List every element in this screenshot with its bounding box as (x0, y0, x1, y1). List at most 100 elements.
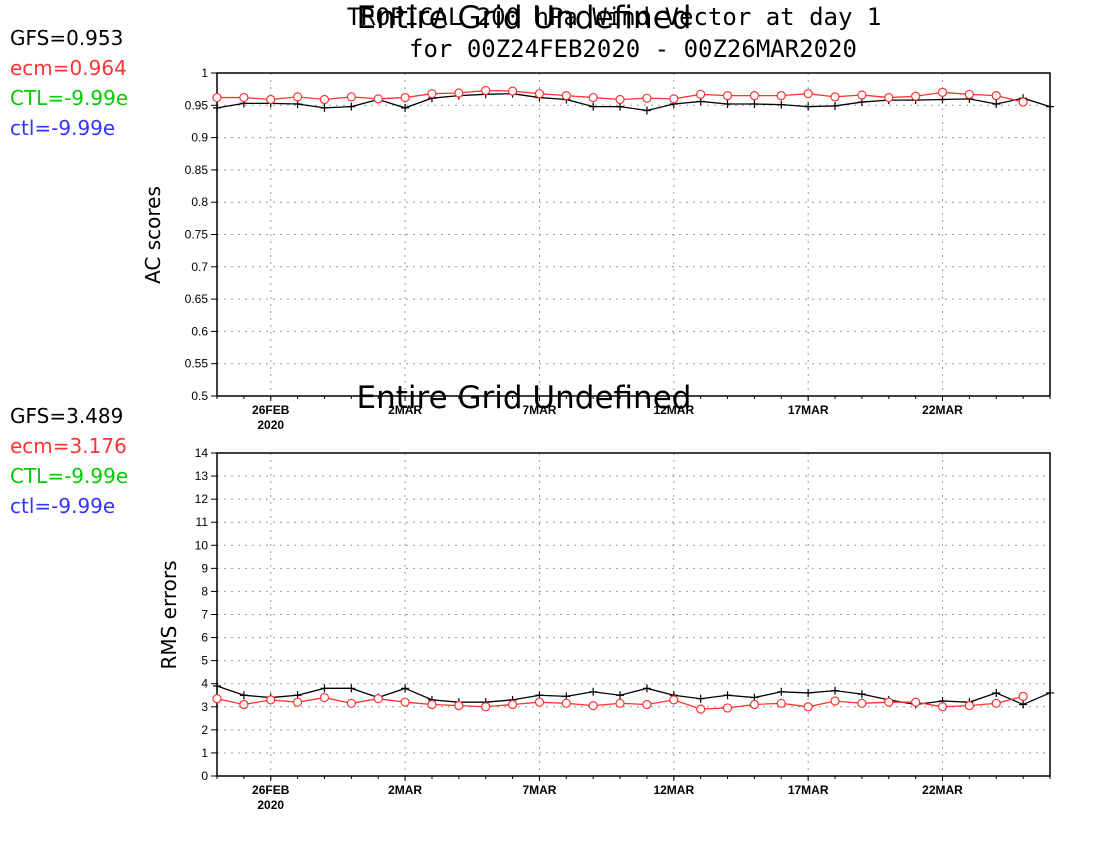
stat-label: CTL=-9.99e (10, 86, 128, 110)
ecm-point (588, 701, 598, 711)
ecm-point (884, 92, 894, 103)
gfs-series-line (216, 685, 1051, 706)
gfs-point (589, 102, 598, 111)
gfs-point (213, 103, 221, 112)
stat-label: GFS=0.953 (10, 26, 123, 50)
gfs-point (804, 102, 813, 111)
y-tick-label: 10 (195, 538, 209, 552)
x-tick-label: 22MAR (922, 403, 963, 417)
ecm-point (454, 701, 464, 711)
rms-errors-panel: GFS=3.489 ecm=3.176 CTL=-9.99e ctl=-9.99e RM… (10, 404, 1054, 812)
ecm-point (561, 698, 571, 708)
ecm-point (749, 699, 760, 710)
ecm-point (669, 94, 679, 104)
ecm-point (481, 85, 491, 96)
x-tick-label: 12MAR (653, 783, 694, 797)
ecm-point (481, 702, 491, 712)
plot-frame (216, 72, 1051, 397)
gfs-point (857, 690, 866, 699)
ecm-point (454, 88, 464, 98)
ecm-point (830, 92, 840, 102)
ecm-point (427, 699, 437, 710)
ecm-point (776, 91, 786, 101)
ecm-point (669, 695, 679, 705)
gfs-point (347, 684, 356, 693)
ecm-point (400, 92, 410, 103)
ecm-point (373, 694, 383, 704)
ecm-point (346, 698, 356, 708)
y-tick-label: 0.65 (185, 292, 209, 306)
gfs-point (831, 686, 840, 695)
y-tick-label: 0 (201, 769, 208, 783)
y-tick-label: 5 (201, 654, 208, 668)
x-tick-label: 2MAR (388, 783, 422, 797)
y-tick-label: 0.55 (185, 357, 209, 371)
gfs-point (213, 682, 221, 691)
stat-label: CTL=-9.99e (10, 464, 128, 488)
y-axis-label: RMS errors (157, 560, 181, 669)
gfs-point (616, 691, 625, 700)
ecm-point (534, 89, 545, 99)
ecm-point (588, 92, 598, 103)
gfs-point (642, 684, 651, 693)
ecm-point (615, 94, 625, 105)
y-tick-label: 4 (201, 677, 208, 691)
x-tick-label: 17MAR (788, 783, 829, 797)
ecm-point (212, 694, 222, 704)
gfs-point (750, 100, 759, 109)
stat-label: ctl=-9.99e (10, 494, 115, 518)
ecm-point (696, 704, 706, 714)
chart-title-line1: TROPICAL 200 hPa Wind-Vector at day 1 (347, 3, 882, 31)
y-tick-label: 3 (201, 700, 208, 714)
y-tick-label: 13 (195, 469, 209, 483)
x-tick-label: 17MAR (788, 403, 829, 417)
ecm-point (857, 90, 867, 100)
gfs-series-line (216, 93, 1051, 112)
ecm-point (722, 91, 733, 101)
gfs-point (804, 688, 813, 697)
ecm-point (642, 93, 652, 103)
y-tick-label: 8 (201, 584, 208, 598)
y-tick-label: 1 (201, 66, 208, 80)
y-tick-label: 0.75 (185, 228, 209, 242)
ecm-point (991, 91, 1001, 101)
gfs-point (642, 106, 651, 115)
y-tick-label: 7 (201, 608, 208, 622)
ecm-point (830, 696, 840, 706)
ecm-point (400, 697, 410, 707)
y-axis-label: AC scores (141, 186, 165, 284)
ecm-point (722, 703, 733, 713)
ecm-point (857, 698, 867, 708)
stat-label: ecm=0.964 (10, 56, 127, 80)
x-tick-year: 2020 (257, 418, 284, 432)
ecm-point (319, 692, 330, 703)
gfs-point (589, 687, 598, 696)
y-tick-label: 2 (201, 723, 208, 737)
x-tick-label: 26FEB (252, 783, 290, 797)
ac-scores-panel: GFS=0.953 ecm=0.964 CTL=-9.99e ctl=-9.99e AC… (10, 26, 1054, 432)
ecm-point (427, 89, 437, 99)
stat-label: ctl=-9.99e (10, 116, 115, 140)
ecm-point (642, 699, 652, 710)
gfs-point (992, 688, 1001, 697)
gfs-point (723, 691, 732, 700)
y-tick-label: 0.8 (191, 195, 208, 209)
ecm-point (239, 699, 249, 710)
ecm-point (964, 89, 974, 99)
ecm-point (346, 92, 356, 102)
ecm-point (776, 698, 786, 708)
x-tick-year: 2020 (257, 798, 284, 812)
gfs-point (401, 103, 410, 112)
ecm-point (293, 697, 303, 707)
undefined-notice-upper: Entire Grid Undefined (357, 0, 692, 36)
x-tick-label: 12MAR (653, 403, 694, 417)
y-tick-label: 0.9 (191, 131, 208, 145)
stat-label: GFS=3.489 (10, 404, 123, 428)
ecm-point (991, 698, 1001, 708)
plot-frame (216, 452, 1051, 777)
ecm-point (266, 695, 276, 705)
ecm-point (937, 87, 948, 97)
ecm-point (937, 702, 948, 712)
x-tick-label: 7MAR (522, 783, 556, 797)
ecm-point (373, 94, 383, 104)
